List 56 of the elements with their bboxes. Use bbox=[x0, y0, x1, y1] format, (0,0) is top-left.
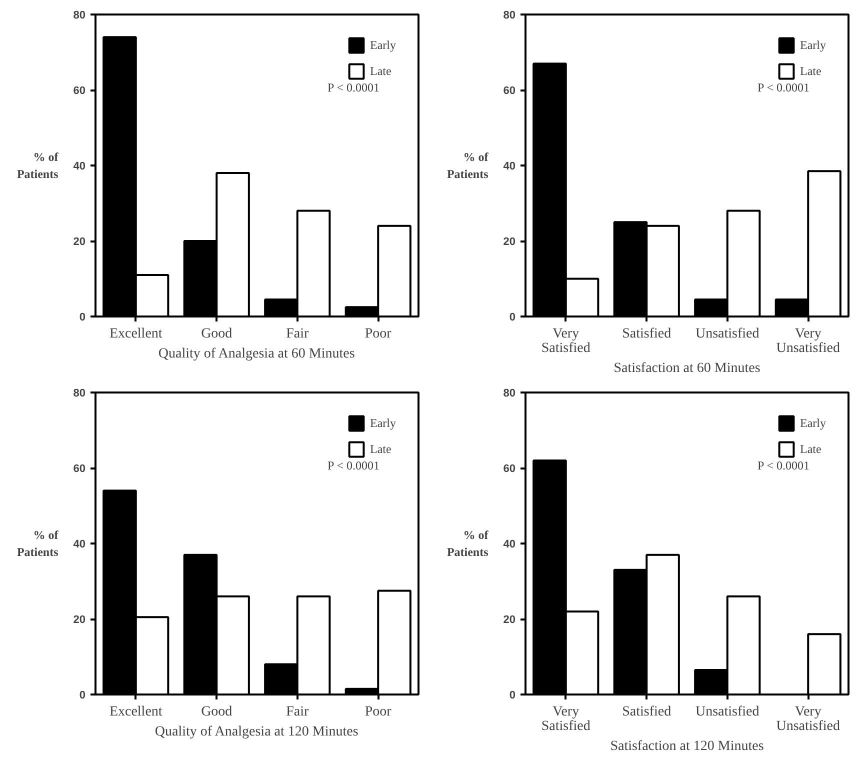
x-tick-label: Good bbox=[201, 326, 232, 342]
y-axis-title: % of Patients bbox=[16, 150, 60, 181]
y-tick-label: 60 bbox=[503, 463, 516, 475]
annotation: P < 0.0001 bbox=[758, 80, 810, 94]
legend-label: Late bbox=[800, 442, 822, 456]
y-tick-label: 60 bbox=[73, 463, 86, 475]
x-tick-label: Very Unsatisfied bbox=[776, 326, 840, 356]
y-tick-label: 80 bbox=[73, 388, 86, 400]
x-tick-label: Excellent bbox=[109, 326, 162, 342]
y-tick-label: 0 bbox=[79, 312, 86, 324]
y-tick-label: 80 bbox=[503, 388, 516, 400]
y-tick-label: 40 bbox=[503, 160, 516, 172]
annotation: P < 0.0001 bbox=[328, 80, 380, 94]
x-tick-label: Very Satisfied bbox=[541, 704, 590, 734]
annotation: P < 0.0001 bbox=[328, 458, 380, 472]
legend-label: Early bbox=[370, 416, 396, 430]
y-tick-label: 20 bbox=[503, 614, 516, 626]
y-tick-label: 0 bbox=[509, 690, 516, 702]
x-tick-label: Fair bbox=[286, 704, 309, 720]
x-tick-label: Good bbox=[201, 704, 232, 720]
y-tick-label: 40 bbox=[503, 538, 516, 550]
x-tick-label: Unsatisfied bbox=[695, 326, 760, 342]
y-tick-label: 60 bbox=[503, 85, 516, 97]
legend-label: Late bbox=[370, 442, 392, 456]
x-axis-title: Quality of Analgesia at 60 Minutes bbox=[158, 346, 355, 362]
x-tick-label: Satisfied bbox=[622, 326, 672, 342]
legend-label: Late bbox=[370, 64, 392, 78]
y-tick-label: 40 bbox=[73, 160, 86, 172]
x-tick-label: Poor bbox=[364, 326, 392, 342]
x-tick-label: Excellent bbox=[109, 704, 162, 720]
y-tick-label: 0 bbox=[509, 312, 516, 324]
legend-label: Early bbox=[370, 38, 396, 52]
x-tick-label: Poor bbox=[364, 704, 392, 720]
y-axis-title: % of Patients bbox=[446, 150, 490, 181]
legend-label: Late bbox=[800, 64, 822, 78]
x-axis-title: Quality of Analgesia at 120 Minutes bbox=[154, 724, 358, 740]
y-tick-label: 20 bbox=[73, 614, 86, 626]
y-tick-label: 20 bbox=[73, 236, 86, 248]
y-tick-label: 0 bbox=[79, 690, 86, 702]
y-axis-title: % of Patients bbox=[16, 528, 60, 559]
y-tick-label: 40 bbox=[73, 538, 86, 550]
annotation: P < 0.0001 bbox=[758, 458, 810, 472]
x-axis-title: Satisfaction at 120 Minutes bbox=[610, 738, 764, 754]
y-axis-title: % of Patients bbox=[446, 528, 490, 559]
y-tick-label: 80 bbox=[503, 10, 516, 22]
x-tick-label: Unsatisfied bbox=[695, 704, 760, 720]
legend-label: Early bbox=[800, 38, 826, 52]
y-tick-label: 60 bbox=[73, 85, 86, 97]
x-axis-title: Satisfaction at 60 Minutes bbox=[614, 360, 760, 376]
legend-label: Early bbox=[800, 416, 826, 430]
x-tick-label: Satisfied bbox=[622, 704, 672, 720]
y-tick-label: 20 bbox=[503, 236, 516, 248]
x-tick-label: Very Satisfied bbox=[541, 326, 590, 356]
x-tick-label: Very Unsatisfied bbox=[776, 704, 840, 734]
x-tick-label: Fair bbox=[286, 326, 309, 342]
y-tick-label: 80 bbox=[73, 10, 86, 22]
